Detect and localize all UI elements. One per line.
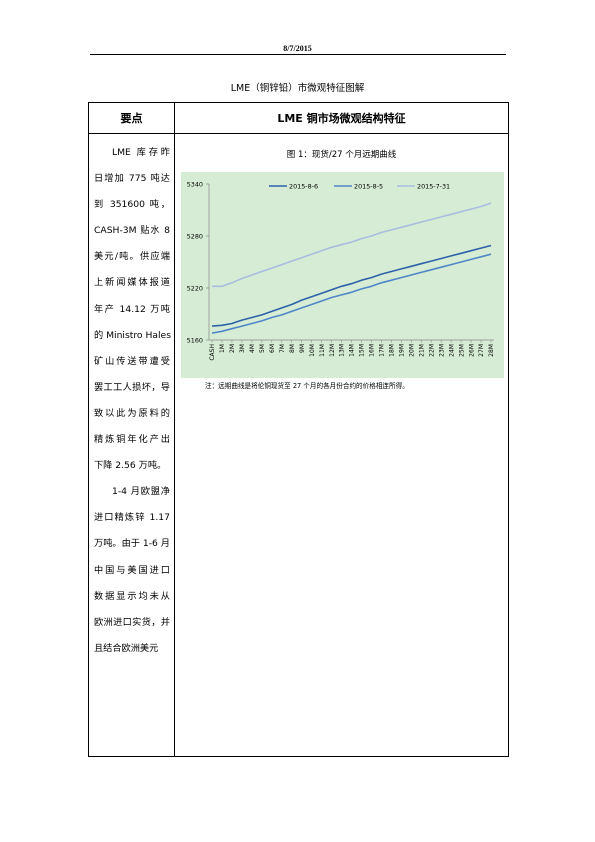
x-tick-label: 23M	[438, 344, 445, 357]
x-tick-label: 7M	[279, 344, 286, 353]
x-tick-label: 20M	[408, 344, 415, 357]
x-tick-label: 13M	[339, 344, 346, 357]
series-line-2015-8-6	[211, 244, 492, 327]
x-tick-label: 5M	[259, 344, 266, 353]
y-tick-label: 5280	[187, 233, 203, 241]
x-tick-label: 4M	[249, 344, 256, 353]
forward-curve-chart: 5160 5220 5280 5340 CASH 1M 2M 3M 4M 5M 6M 7M 8M 9M 10…	[181, 172, 504, 378]
x-tick-label: 26M	[468, 344, 475, 357]
summary-line: 数据显示均未从	[94, 590, 170, 602]
summary-line: 欧洲进口实货，并	[94, 616, 170, 628]
x-tick-label: 28M	[488, 344, 495, 357]
x-tick-label: 9M	[299, 344, 306, 353]
chart-svg: 5160 5220 5280 5340 CASH 1M 2M 3M 4M 5M 6M 7M 8M 9M 10…	[187, 181, 495, 361]
figure-caption: 图 1：现货/27 个月远期曲线	[286, 150, 397, 160]
y-tick-label: 5340	[187, 181, 203, 189]
x-tick-label: 16M	[369, 344, 376, 357]
x-tick-label: 19M	[399, 344, 406, 357]
chart-note: 注：远期曲线是将伦铜现货至 27 个月的各月份合约的价格相连所得。	[205, 382, 409, 390]
summary-line: 日增加 775 吨达	[94, 173, 170, 185]
summary-line: 中国与美国进口	[94, 564, 170, 576]
x-tick-label: 25M	[458, 344, 465, 357]
y-tick-label: 5160	[187, 337, 203, 345]
summary-line: CASH-3M 贴水 8	[94, 225, 170, 237]
header-key-points: 要点	[120, 112, 143, 125]
column-divider	[174, 103, 175, 756]
x-tick-label: 22M	[428, 344, 435, 357]
summary-line: 精炼铜年化产出	[94, 434, 170, 446]
summary-line: 且结合欧洲美元	[94, 642, 159, 654]
x-tick-label: 12M	[329, 344, 336, 357]
summary-line: 的 Ministro Hales	[94, 329, 171, 341]
x-tick-label: 15M	[359, 344, 366, 357]
x-tick-label: CASH	[209, 344, 216, 361]
y-tick-label: 5220	[187, 285, 203, 293]
header-row-divider	[89, 133, 508, 134]
x-tick-label: 24M	[448, 344, 455, 357]
x-tick-label: 18M	[389, 344, 396, 357]
summary-line: 到 351600 吨，	[94, 199, 170, 211]
x-tick-label: 11M	[319, 344, 326, 357]
x-tick-label: 17M	[379, 344, 386, 357]
x-tick-label: 6M	[269, 344, 276, 353]
summary-line: LME 库存昨	[112, 147, 170, 158]
x-tick-label: 14M	[349, 344, 356, 357]
legend-label: 2015-7-31	[417, 182, 450, 190]
x-tick-label: 2M	[229, 344, 236, 353]
summary-line: 矿山传送带遭受	[94, 355, 170, 367]
series-line-2015-7-31	[212, 202, 492, 288]
summary-line: 致以此为原料的	[94, 407, 170, 419]
summary-line: 进口精炼锌 1.17	[94, 512, 170, 524]
legend-label: 2015-8-6	[289, 182, 318, 190]
summary-text: LME 库存昨日增加 775 吨达到 351600 吨， CASH-3M 贴水 8…	[94, 140, 171, 662]
report-title: LME（铜锌铅）市微观特征图解	[230, 83, 365, 94]
x-tick-label: 10M	[309, 344, 316, 357]
summary-line: 罢工工人损坏，导	[94, 381, 170, 393]
x-tick-label: 27M	[478, 344, 485, 357]
x-tick-label: 1M	[219, 344, 226, 353]
x-tick-label: 21M	[418, 344, 425, 357]
summary-line: 上新闻媒体报道	[94, 277, 170, 289]
header-rule	[90, 54, 506, 55]
legend-label: 2015-8-5	[354, 182, 383, 190]
header-date: 8/7/2015	[283, 44, 312, 53]
summary-line: 美元/吨。供应端	[94, 251, 170, 263]
x-tick-label: 3M	[239, 344, 246, 353]
x-tick-label: 8M	[289, 344, 296, 353]
summary-line: 下降 2.56 万吨。	[94, 460, 167, 472]
header-market-structure: LME 铜市场微观结构特征	[277, 112, 406, 125]
series-line-2015-8-5	[211, 253, 492, 334]
summary-line: 1-4 月欧盟净	[112, 486, 170, 498]
summary-line: 年产 14.12 万吨	[94, 303, 170, 315]
summary-line: 万吨。由于 1-6 月	[94, 538, 170, 550]
analysis-table: 要点 LME 铜市场微观结构特征 LME 库存昨日增加 775 吨达到 3516…	[88, 102, 509, 757]
